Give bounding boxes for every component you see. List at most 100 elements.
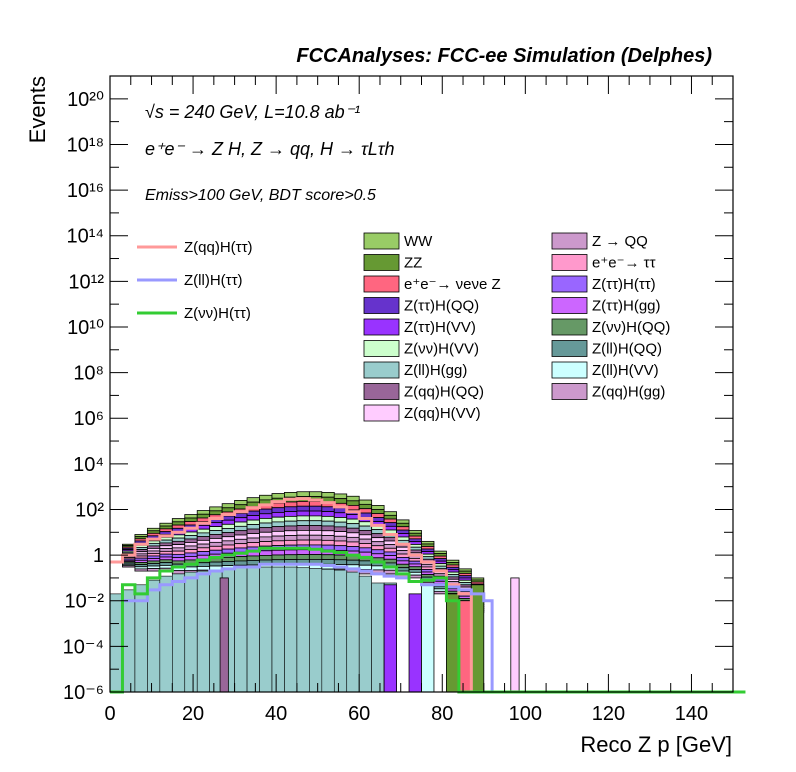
bar-z-ll-h-gg-fill-bin-15 — [296, 567, 310, 693]
legend-swatch-6 — [363, 361, 400, 379]
bar-ww-bin-18 — [346, 495, 360, 502]
bar-e-e--bin-15 — [308, 539, 323, 546]
bar-z-qq-h-qq--bin-20 — [371, 533, 385, 539]
bar-ww-bin-16 — [321, 492, 335, 498]
bar-z-qq-bin-9 — [234, 538, 248, 545]
bar-z-h-gg--bin-13 — [284, 549, 298, 556]
bar-z-h--bin-16 — [321, 544, 335, 551]
bar-z-h-vv--bin-10 — [246, 519, 260, 525]
bar-z-ll-h-qq--bin-22 — [396, 567, 410, 572]
bar-z-ll-h-qq--bin-3 — [159, 562, 173, 566]
bar-e-e--bin-23 — [408, 557, 422, 562]
bar-z-h-qq--bin-20 — [371, 517, 385, 522]
bar-z-ll-h-gg--bin-7 — [209, 530, 223, 535]
bar-z-h-vv--bin-16 — [321, 511, 335, 517]
x-tick-label-60: 60 — [348, 703, 370, 725]
bar-z-qq-bin-16 — [321, 535, 335, 541]
bar-z-h-qq--bin-17 — [333, 507, 348, 514]
y-tick-label-20: 10²⁰ — [67, 89, 104, 111]
bar-z-qq-h-vv--bin-12 — [271, 530, 285, 537]
bar-z-ll-h-gg--bin-8 — [221, 528, 235, 533]
line-series-1 — [110, 562, 509, 694]
bar-z-h-qq--bin-16 — [321, 554, 335, 560]
bar-z-qq-h-vv--bin-18 — [346, 532, 360, 538]
bar-z-qq-h-vv--bin-6 — [196, 539, 211, 545]
bar-z-h-qq--bin-15 — [308, 554, 323, 560]
x-tick-label-140: 140 — [675, 703, 708, 725]
bar-e-e--bin-18 — [346, 541, 360, 547]
bar-ww-bin-19 — [358, 499, 373, 505]
legend-label-8: Z(qq)H(VV) — [404, 405, 481, 422]
line-series-0 — [110, 497, 484, 694]
bar-ww-bin-15 — [308, 491, 323, 497]
bar-z-ll-h-gg-fill-bin-20 — [358, 575, 372, 693]
bar-z-h--bin-3 — [159, 553, 173, 558]
bar-z-qq-h-vv--bin-9 — [234, 534, 248, 540]
bar-z-h-qq--bin-12 — [271, 507, 285, 513]
bar-z-h-vv--bin-9 — [234, 517, 248, 523]
bar-e-e-e-e-z-bin-6 — [196, 517, 211, 523]
bar-ww-bin-11 — [259, 494, 273, 501]
legend-label-3: Z(ττ)H(QQ) — [404, 298, 479, 315]
bar-e-e-e-e-z-bin-20 — [371, 513, 385, 518]
bar-z-qq-h-vv--bin-11 — [259, 531, 273, 538]
bar-z-h-qq--bin-3 — [159, 531, 173, 535]
bar-z-qq-bin-4 — [171, 547, 186, 552]
y-tick-label--6: 10⁻⁶ — [63, 682, 104, 704]
bar-ww-bin-3 — [159, 522, 173, 527]
bar-z-h--bin-23 — [408, 560, 422, 565]
legend-line-label-2: Z(νν)H(ττ) — [184, 305, 251, 322]
bar-z-h-vv--bin-19 — [358, 521, 373, 527]
legend-label-13: Z(νν)H(QQ) — [592, 319, 670, 336]
bar-z-h-vv--bin-3 — [159, 536, 173, 541]
isolated-bar-7 — [421, 584, 435, 693]
bar-z-h-qq--bin-22 — [396, 563, 410, 569]
bar-zz-bin-21 — [383, 514, 397, 520]
bar-z-qq-bin-14 — [296, 534, 310, 541]
bar-zz-bin-8 — [221, 507, 235, 513]
bar-z-h-qq--bin-4 — [171, 560, 186, 565]
bar-ww-bin-5 — [184, 514, 198, 519]
bar-z-ll-h-qq--bin-19 — [358, 560, 373, 566]
bar-z-ll-h-gg--bin-9 — [234, 525, 248, 532]
bar-e-e--bin-14 — [296, 539, 310, 546]
y-tick-label-6: 10⁶ — [74, 408, 104, 430]
bar-zz-bin-7 — [209, 510, 223, 516]
bar-z-ll-h-gg--bin-23 — [408, 546, 422, 551]
bar-z-ll-h-qq--bin-18 — [346, 559, 360, 566]
y-tick-label-4: 10⁴ — [73, 454, 104, 476]
bar-z-h-qq--bin-15 — [308, 505, 323, 512]
bar-z-qq-bin-15 — [308, 534, 323, 541]
bar-z-h--bin-6 — [196, 551, 211, 556]
bar-ww-bin-22 — [396, 519, 410, 524]
isolated-bar-3 — [408, 593, 422, 693]
bar-z-h-vv--bin-22 — [396, 536, 410, 541]
x-tick-label-0: 0 — [104, 703, 115, 725]
bar-z-qq-h-vv--bin-16 — [321, 530, 335, 536]
bar-z-h-gg--bin-12 — [271, 549, 285, 556]
legend-swatch-5 — [363, 340, 400, 357]
bar-z-h-qq--bin-11 — [259, 555, 273, 561]
bar-z-h-vv--bin-5 — [184, 531, 198, 536]
bar-z-ll-h-gg--bin-19 — [358, 525, 373, 531]
legend-swatch-4 — [363, 318, 400, 336]
bar-z-h--bin-4 — [171, 553, 186, 559]
bar-z-ll-h-gg--bin-12 — [271, 521, 285, 528]
bar-z-qq-h-vv--bin-5 — [184, 542, 198, 547]
bar-z-ll-h-gg-fill-bin-18 — [333, 569, 348, 693]
bar-z-qq-h-qq--bin-21 — [383, 536, 397, 542]
bar-ww-bin-10 — [246, 497, 260, 503]
bar-z-h-vv--bin-23 — [408, 541, 422, 545]
legend-label-15: Z(ll)H(VV) — [592, 362, 659, 379]
bar-z-h--bin-18 — [346, 546, 360, 552]
legend-swatch-14 — [551, 340, 588, 357]
legend-swatch-2 — [363, 275, 400, 293]
bar-z-qq-bin-7 — [209, 541, 223, 547]
legend-label-5: Z(νν)H(VV) — [404, 341, 479, 358]
bar-ww-bin-21 — [383, 511, 397, 516]
bar-z-h-vv--bin-6 — [196, 528, 211, 534]
bar-z-qq-bin-17 — [333, 535, 348, 542]
bar-z-ll-h-vv--bin-23 — [408, 571, 422, 576]
bar-e-e-e-e-z-bin-21 — [383, 518, 397, 524]
bar-e-e-e-e-z-bin-15 — [308, 500, 323, 507]
